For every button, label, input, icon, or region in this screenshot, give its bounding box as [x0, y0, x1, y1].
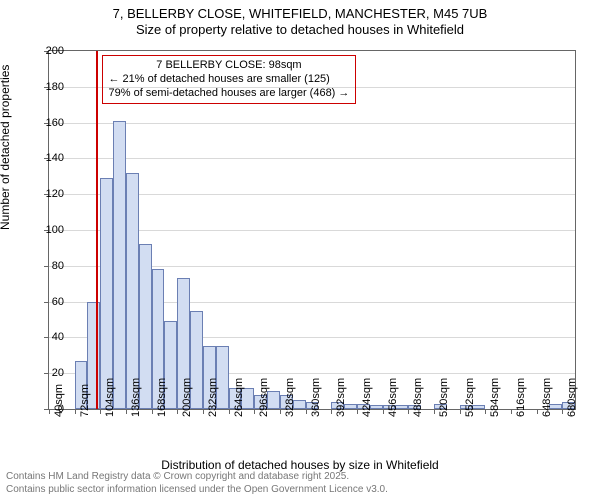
- y-tick-label: 100: [34, 224, 64, 236]
- y-tick-label: 20: [34, 367, 64, 379]
- y-tick-label: 40: [34, 331, 64, 343]
- x-tick: [126, 409, 127, 414]
- gridline: [49, 123, 575, 124]
- x-tick: [357, 409, 358, 414]
- annotation-line1: ← 21% of detached houses are smaller (12…: [109, 73, 350, 87]
- x-tick-label: 72sqm: [79, 384, 91, 417]
- plot-area: 7 BELLERBY CLOSE: 98sqm← 21% of detached…: [48, 50, 576, 410]
- x-tick-label: 136sqm: [130, 378, 142, 417]
- x-axis-label: Distribution of detached houses by size …: [0, 458, 600, 472]
- chart-container: 7, BELLERBY CLOSE, WHITEFIELD, MANCHESTE…: [0, 0, 600, 500]
- x-tick: [152, 409, 153, 414]
- x-tick: [280, 409, 281, 414]
- plot-frame: 7 BELLERBY CLOSE: 98sqm← 21% of detached…: [48, 50, 576, 410]
- x-tick: [100, 409, 101, 414]
- annotation-line2: 79% of semi-detached houses are larger (…: [109, 87, 350, 101]
- x-tick: [460, 409, 461, 414]
- y-tick-label: 80: [34, 260, 64, 272]
- x-tick: [434, 409, 435, 414]
- y-tick-label: 140: [34, 152, 64, 164]
- title-block: 7, BELLERBY CLOSE, WHITEFIELD, MANCHESTE…: [0, 0, 600, 39]
- footer-line2: Contains public sector information licen…: [6, 484, 388, 497]
- histogram-bar: [100, 178, 113, 409]
- annotation-box: 7 BELLERBY CLOSE: 98sqm← 21% of detached…: [102, 55, 357, 104]
- x-tick-label: 296sqm: [258, 378, 270, 417]
- x-tick-label: 392sqm: [335, 378, 347, 417]
- title-sub: Size of property relative to detached ho…: [0, 22, 600, 38]
- footer-line1: Contains HM Land Registry data © Crown c…: [6, 471, 388, 484]
- x-tick: [203, 409, 204, 414]
- x-tick: [229, 409, 230, 414]
- x-tick-label: 424sqm: [361, 378, 373, 417]
- x-tick-label: 456sqm: [387, 378, 399, 417]
- x-tick-label: 168sqm: [156, 378, 168, 417]
- marker-line: [96, 51, 98, 409]
- histogram-bar: [113, 121, 126, 409]
- x-tick-label: 232sqm: [207, 378, 219, 417]
- x-tick-label: 328sqm: [284, 378, 296, 417]
- y-axis-label: Number of detached properties: [0, 65, 12, 230]
- x-tick: [485, 409, 486, 414]
- x-tick-label: 616sqm: [515, 378, 527, 417]
- x-tick: [408, 409, 409, 414]
- x-tick-label: 104sqm: [104, 378, 116, 417]
- x-tick-label: 360sqm: [310, 378, 322, 417]
- x-tick: [383, 409, 384, 414]
- x-tick: [562, 409, 563, 414]
- y-tick-label: 180: [34, 81, 64, 93]
- gridline: [49, 158, 575, 159]
- y-tick-label: 200: [34, 45, 64, 57]
- x-tick-label: 264sqm: [233, 378, 245, 417]
- annotation-title: 7 BELLERBY CLOSE: 98sqm: [109, 59, 350, 73]
- x-tick: [537, 409, 538, 414]
- x-tick-label: 488sqm: [412, 378, 424, 417]
- x-tick-label: 680sqm: [566, 378, 578, 417]
- x-tick: [254, 409, 255, 414]
- x-tick-label: 648sqm: [541, 378, 553, 417]
- x-tick-label: 584sqm: [489, 378, 501, 417]
- y-tick-label: 160: [34, 117, 64, 129]
- x-tick-label: 200sqm: [181, 378, 193, 417]
- histogram-bar: [126, 173, 139, 409]
- x-tick-label: 552sqm: [464, 378, 476, 417]
- x-tick-label: 40sqm: [53, 384, 65, 417]
- x-tick: [331, 409, 332, 414]
- x-tick: [75, 409, 76, 414]
- x-tick: [177, 409, 178, 414]
- y-tick-label: 60: [34, 296, 64, 308]
- title-main: 7, BELLERBY CLOSE, WHITEFIELD, MANCHESTE…: [0, 6, 600, 22]
- y-tick-label: 120: [34, 188, 64, 200]
- footer-attribution: Contains HM Land Registry data © Crown c…: [6, 471, 388, 496]
- x-tick: [511, 409, 512, 414]
- x-tick-label: 520sqm: [438, 378, 450, 417]
- x-tick: [306, 409, 307, 414]
